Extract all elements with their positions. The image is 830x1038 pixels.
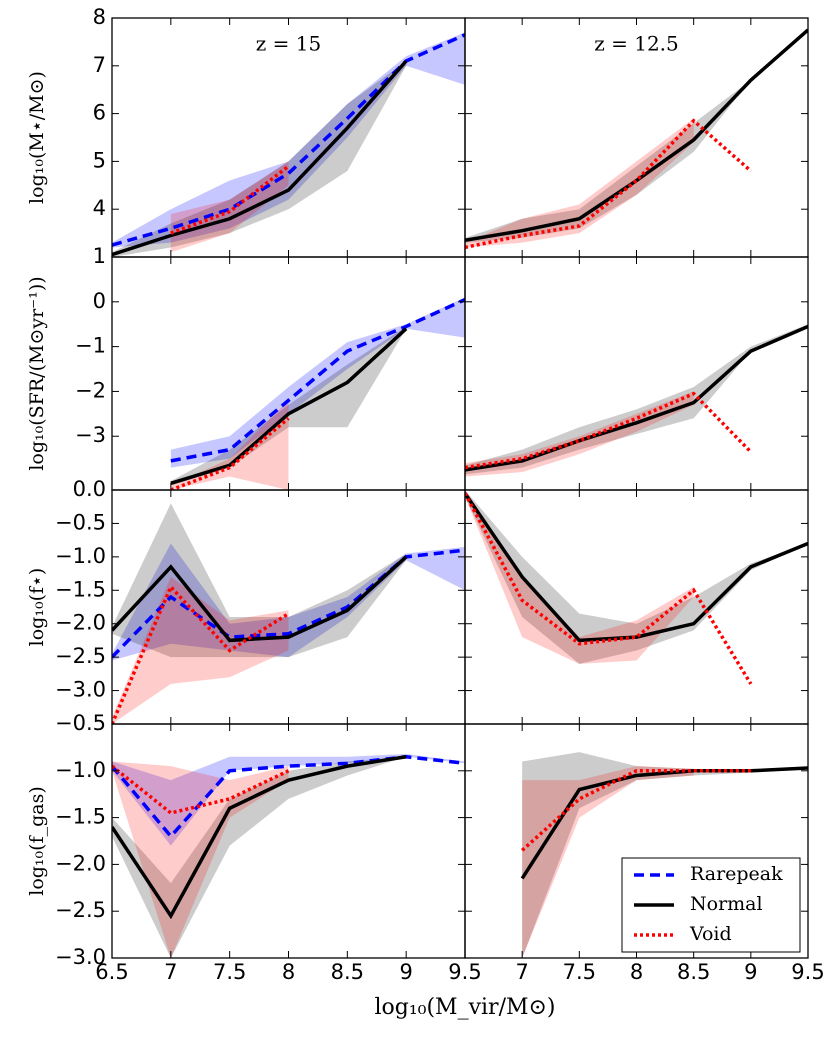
y-tick-label: 7 (93, 53, 106, 77)
series-line (465, 28, 808, 242)
x-tick-label: 9 (399, 960, 412, 984)
x-tick-label: 8.5 (331, 960, 364, 984)
y-tick-label: −2 (75, 378, 106, 402)
band (170, 326, 407, 486)
y-tick-label: 4 (93, 196, 106, 220)
series-line (112, 555, 408, 643)
panel (112, 32, 465, 257)
y-tick-label: −1.0 (55, 758, 106, 782)
y-axis-label: log₁₀(f⋆) (26, 568, 48, 647)
band (112, 756, 407, 958)
panel (465, 490, 808, 685)
series-line (112, 755, 407, 920)
x-tick-label: 6.5 (95, 960, 128, 984)
series-line (170, 164, 290, 235)
series-line (520, 769, 751, 852)
y-tick-label: −2.5 (55, 898, 106, 922)
y-axis-label: log₁₀(f_gas) (26, 786, 48, 896)
band (465, 118, 694, 248)
x-tick-label: 8.5 (677, 960, 710, 984)
series-line (465, 492, 753, 685)
band (112, 576, 289, 724)
band (170, 161, 289, 253)
y-tick-label: 8 (93, 5, 106, 29)
series-line (112, 583, 290, 724)
band (465, 490, 694, 664)
series-line (465, 391, 753, 470)
band (170, 400, 289, 490)
series-line (465, 324, 808, 472)
y-tick-label: −1 (75, 334, 106, 358)
band (112, 753, 465, 846)
series-line (520, 766, 808, 880)
series-line (465, 118, 752, 250)
y-axis-label: log₁₀(SFR/(M⊙yr⁻¹)) (26, 276, 48, 470)
y-tick-label: 0.0 (73, 477, 106, 501)
series-line (112, 764, 290, 815)
panel-title: z = 15 (256, 32, 321, 56)
series-line (170, 416, 290, 490)
y-tick-label: −1.5 (55, 577, 106, 601)
y-tick-label: −3.0 (55, 945, 106, 969)
x-tick-label: 9.5 (791, 960, 824, 984)
x-tick-label: 8 (282, 960, 295, 984)
y-tick-label: −3 (75, 423, 106, 447)
band (465, 391, 694, 477)
series-line (170, 297, 465, 463)
series-line (170, 327, 408, 485)
y-tick-label: −1.5 (55, 805, 106, 829)
series-line (112, 548, 465, 659)
x-tick-label: 9.5 (448, 960, 481, 984)
panel (520, 752, 808, 958)
y-tick-label: −3.0 (55, 678, 106, 702)
y-tick-label: −2.0 (55, 611, 106, 635)
band (112, 61, 407, 257)
x-tick-label: 7.5 (213, 960, 246, 984)
legend-label: Normal (690, 893, 763, 915)
y-tick-label: −0.5 (55, 510, 106, 534)
legend-label: Void (689, 923, 732, 945)
band (465, 29, 808, 243)
band (465, 324, 808, 475)
y-tick-label: −2.5 (55, 644, 106, 668)
x-tick-label: 7 (164, 960, 177, 984)
y-tick-label: 5 (93, 148, 106, 172)
y-tick-label: −2.0 (55, 851, 106, 875)
series-line (465, 492, 808, 643)
series-line (112, 59, 408, 257)
y-tick-label: 1 (93, 244, 106, 268)
panel (465, 324, 808, 477)
y-tick-label: −0.5 (55, 711, 106, 735)
x-tick-label: 7 (515, 960, 528, 984)
panel (170, 297, 465, 490)
band (522, 752, 808, 958)
panel (112, 753, 465, 958)
panel (465, 28, 808, 250)
series-line (112, 33, 465, 247)
y-tick-label: 0 (93, 289, 106, 313)
legend-label: Rarepeak (690, 863, 783, 885)
series-line (112, 754, 465, 839)
y-tick-label: −1.0 (55, 544, 106, 568)
y-axis-label: log₁₀(M⋆/M⊙) (26, 71, 48, 204)
panel-title: z = 12.5 (594, 32, 679, 56)
panel (112, 503, 465, 724)
band (112, 543, 465, 661)
x-tick-label: 7.5 (563, 960, 596, 984)
band (112, 32, 465, 248)
y-tick-label: 6 (93, 101, 106, 125)
x-axis-label: log₁₀(M_vir/M⊙) (374, 995, 555, 1020)
x-tick-label: 9 (744, 960, 757, 984)
band (170, 297, 465, 468)
x-tick-label: 8 (630, 960, 643, 984)
